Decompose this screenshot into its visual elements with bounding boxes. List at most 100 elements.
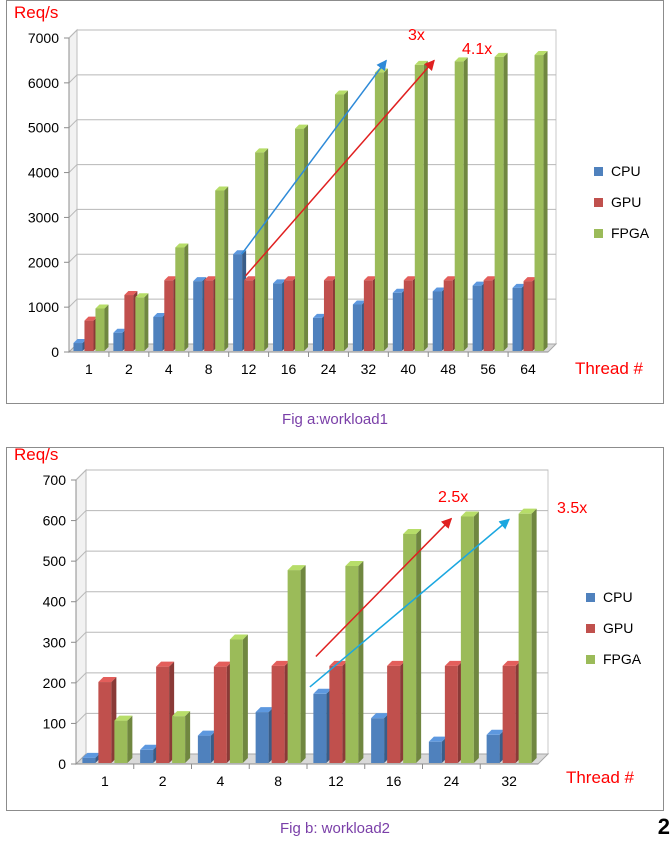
bar-fpga-12: [345, 561, 364, 763]
bar-top: [153, 313, 167, 318]
legend-swatch-cpu: [586, 593, 595, 602]
bar-front: [73, 343, 83, 351]
bar-front: [486, 734, 500, 763]
bar-front: [518, 513, 532, 763]
bar-side: [503, 52, 508, 352]
plot-side-wall: [75, 468, 87, 766]
bar-top: [323, 276, 337, 281]
bar-front: [313, 693, 327, 763]
y-tick-label: 200: [43, 675, 67, 691]
bar-front: [204, 280, 214, 351]
bar-front: [255, 712, 269, 763]
gridline: [68, 119, 556, 129]
bar-front: [153, 317, 163, 351]
x-axis-title: Thread #: [575, 359, 644, 378]
bar-top: [172, 711, 191, 717]
bar-top: [512, 283, 526, 288]
bar-front: [229, 639, 243, 763]
bar-front: [403, 533, 417, 763]
bar-front: [392, 292, 402, 351]
bar-front: [135, 297, 145, 351]
bar-front: [172, 716, 186, 763]
x-tick-label: 2: [125, 361, 133, 377]
y-tick-label: 500: [43, 553, 67, 569]
bar-fpga-24: [334, 90, 348, 352]
bar-top: [486, 729, 505, 735]
x-tick-label: 12: [241, 361, 257, 377]
bar-gpu-1: [98, 677, 117, 763]
bar-top: [135, 293, 149, 298]
bar-fpga-48: [454, 57, 468, 351]
bar-top: [197, 730, 216, 736]
bar-front: [98, 682, 112, 763]
annotation-arrow-1: [309, 518, 510, 688]
bar-top: [156, 661, 175, 667]
bar-gpu-2: [156, 661, 175, 763]
bar-front: [295, 128, 305, 351]
gridline: [75, 550, 548, 562]
bar-front: [483, 280, 493, 351]
annotation-label-1: 4.1x: [462, 41, 492, 58]
bar-cpu-8: [255, 707, 274, 763]
bar-fpga-32: [518, 508, 537, 763]
chart-panel-workload1: 0 1000 2000 3000 4000 5000 6000 7000 1 2 4 8 12 16 24 3…: [6, 0, 664, 404]
bar-front: [443, 280, 453, 351]
bar-side: [383, 68, 388, 351]
x-tick-label: 8: [274, 773, 282, 789]
legend-label-fpga: FPGA: [611, 225, 650, 241]
x-tick-label: 8: [205, 361, 213, 377]
bar-top: [352, 300, 366, 305]
y-tick-label: 2000: [28, 254, 59, 270]
bar-front: [502, 665, 516, 763]
bar-side: [300, 565, 306, 763]
bar-front: [352, 304, 362, 351]
bar-top: [255, 707, 274, 713]
bar-top: [73, 339, 87, 344]
bar-front: [444, 665, 458, 763]
x-tick-label: 24: [321, 361, 337, 377]
bar-top: [454, 57, 468, 62]
bar-top: [432, 287, 446, 292]
bar-front: [472, 285, 482, 351]
y-tick-label: 7000: [28, 30, 59, 46]
bar-front: [460, 516, 474, 763]
y-tick-label: 6000: [28, 75, 59, 91]
bar-top: [193, 277, 207, 282]
bar-fpga-56: [494, 52, 508, 352]
gridline: [75, 469, 548, 481]
bar-top: [392, 288, 406, 293]
bar-fpga-8: [215, 186, 229, 351]
bar-top: [444, 660, 463, 666]
bar-top: [334, 90, 348, 95]
bar-top: [271, 660, 290, 666]
y-tick-label: 700: [43, 472, 67, 488]
bar-top: [82, 752, 101, 758]
bar-top: [98, 677, 117, 683]
bar-front: [534, 55, 544, 351]
gridline: [68, 29, 556, 39]
bar-top: [295, 124, 309, 129]
annotation-label-0: 2.5x: [438, 489, 468, 506]
bar-top: [175, 243, 189, 248]
bar-gpu-8: [271, 660, 290, 763]
bar-side: [343, 90, 348, 352]
bar-front: [233, 254, 243, 351]
bar-front: [193, 281, 203, 351]
bar-fpga-4: [229, 634, 248, 763]
bar-top: [371, 713, 390, 719]
bar-top: [534, 51, 548, 56]
x-tick-label: 1: [101, 773, 109, 789]
bar-top: [164, 276, 178, 281]
bar-side: [463, 57, 468, 351]
bar-cpu-24: [428, 736, 447, 763]
x-tick-label: 4: [165, 361, 173, 377]
legend-label-cpu: CPU: [603, 589, 633, 605]
page-number: 2: [657, 814, 670, 839]
bar-gpu-4: [213, 661, 232, 763]
bar-fpga-32: [374, 68, 388, 351]
bar-front: [345, 566, 359, 763]
x-tick-label: 24: [444, 773, 460, 789]
legend-label-fpga: FPGA: [603, 651, 642, 667]
bar-front: [114, 720, 128, 763]
